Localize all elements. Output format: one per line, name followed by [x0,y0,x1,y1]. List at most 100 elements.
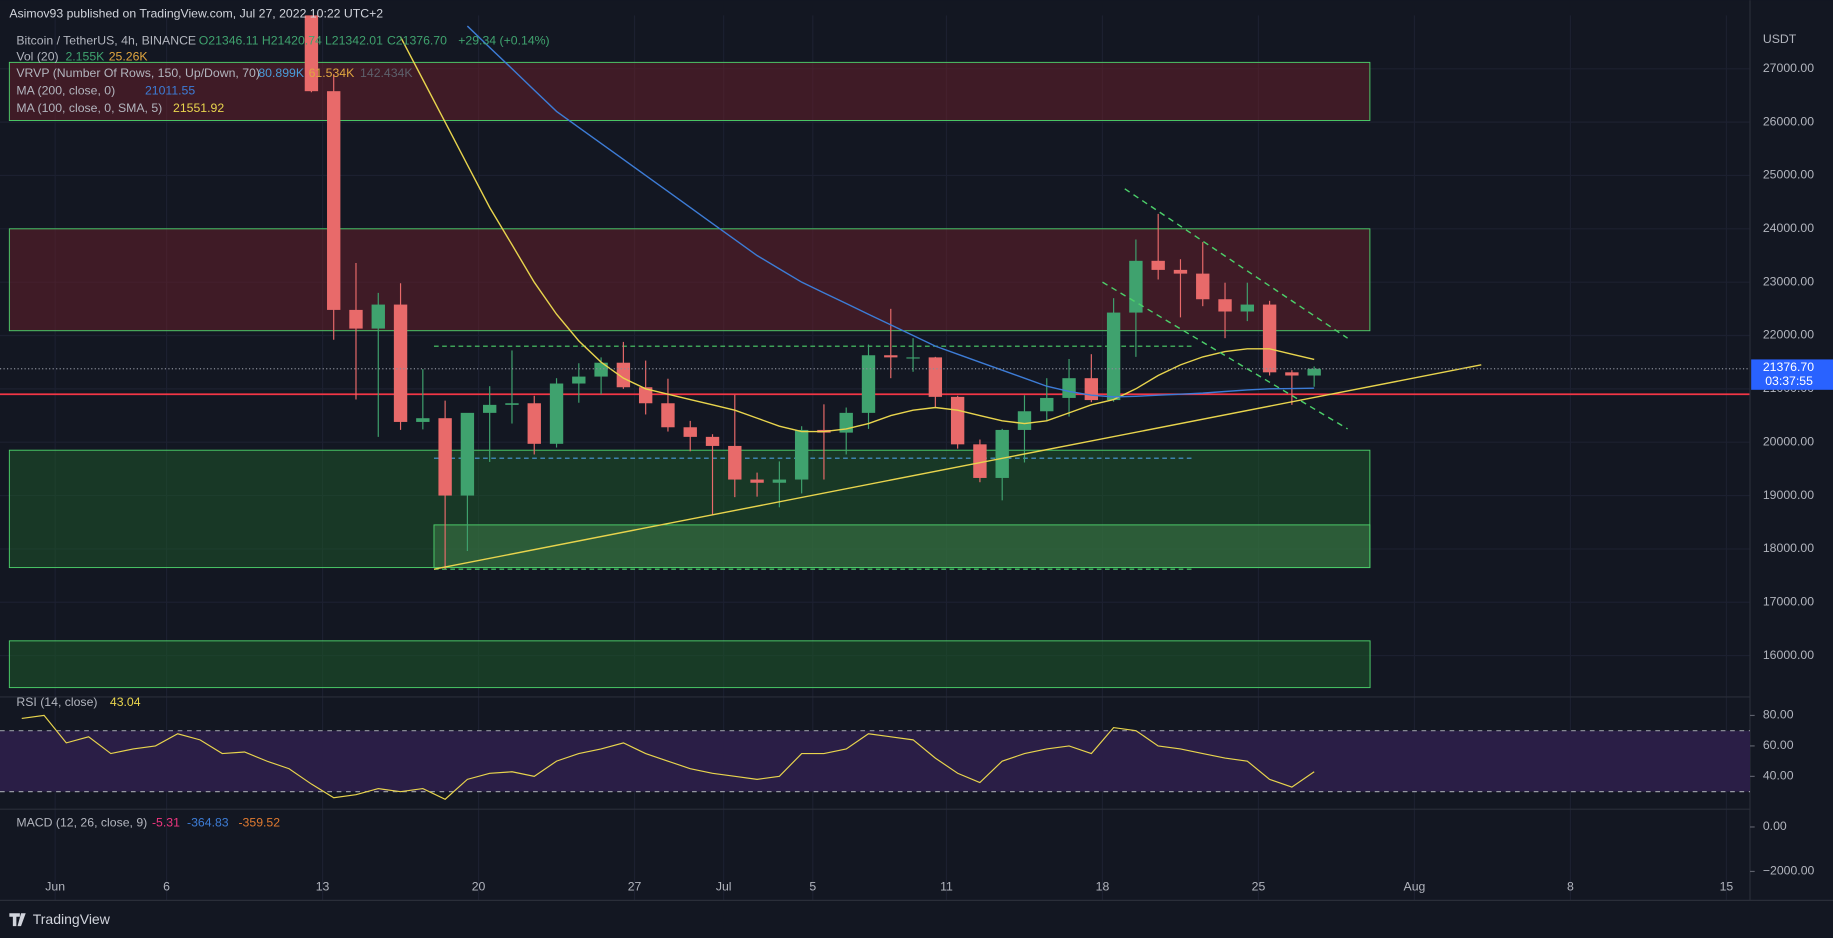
candle-body [1307,368,1321,376]
x-tick-label: 8 [1567,880,1574,894]
price-pane [0,15,1751,570]
legend-vol: Vol (20) [16,50,58,64]
rsi-tick-label: 80.00 [1763,708,1794,722]
candle-body [594,362,608,377]
candle-body [973,444,987,478]
candle-body [1240,304,1254,312]
candle-body [549,383,564,444]
candle-body [950,396,965,445]
legend-low: L21342.01 [325,33,383,47]
legend-vol-b: 25.26K [109,50,149,64]
y-tick-label: 27000.00 [1763,61,1814,75]
legend-change: +29.34 (+0.14%) [458,33,549,47]
macd-hist: -5.31 [152,815,180,829]
candle-body [1084,378,1099,401]
zone [8,228,1371,332]
y-tick-label: 18000.00 [1763,541,1814,555]
candle-body [572,376,586,384]
moving-average [399,36,1315,433]
candle-body [705,436,720,446]
candle-body [906,357,920,359]
legend: Bitcoin / TetherUS, 4h, BINANCE O21346.1… [16,33,549,829]
x-tick-label: 6 [163,880,170,894]
candle-body [1017,411,1032,430]
brand-logo [9,913,26,927]
candle-body [1151,260,1165,270]
legend-vol-a: 2.155K [65,50,105,64]
y-tick-label: 26000.00 [1763,114,1814,128]
candle-body [794,429,809,480]
last-price-countdown: 03:37:55 [1765,374,1813,388]
candle-body [1040,397,1054,412]
footer: TradingView [9,911,111,927]
trendline [1124,188,1348,339]
macd-line: -364.83 [187,815,229,829]
rsi-band [0,730,1751,792]
trendline [1102,281,1348,430]
candle-body [505,403,519,405]
candle-body [661,403,675,428]
x-tick-label: 20 [472,880,486,894]
candle-body [884,355,898,358]
price-unit: USDT [1763,32,1797,46]
candle-body [750,479,764,483]
rsi-last: 43.04 [110,695,141,709]
legend-vrvp-c: 142.434K [360,66,413,80]
x-tick-label: Jul [716,880,732,894]
macd-name: MACD (12, 26, close, 9) [16,815,147,829]
candle-body [371,304,385,329]
candle-body [928,357,943,397]
x-tick-label: Jun [45,880,65,894]
candle-body [1173,269,1188,274]
rsi-tick-label: 40.00 [1763,769,1794,783]
candle-body [1285,372,1299,376]
legend-ma200: MA (200, close, 0) [16,84,115,98]
macd-signal: -359.52 [238,815,280,829]
x-tick-label: 18 [1096,880,1110,894]
x-tick-label: 27 [628,880,642,894]
candle-body [393,304,408,422]
legend-high: H21420.74 [262,33,322,47]
candle-body [995,429,1009,478]
candle-body [1196,273,1210,300]
candle-body [416,418,430,422]
header-title: Asimov93 published on TradingView.com, J… [9,6,383,20]
x-tick-label: Aug [1404,880,1426,894]
candle-body [527,403,541,444]
axes: Jun 6 13 20 27 Jul 5 11 18 25 Aug 8 15 16000.00 17000.… [45,61,1833,894]
legend-close: C21376.70 [387,33,447,47]
x-tick-label: 5 [809,880,816,894]
candle-body [728,445,742,480]
candle-body [1262,304,1277,373]
y-tick-label: 22000.00 [1763,328,1814,342]
legend-vrvp-b: 61.534K [309,66,356,80]
y-tick-label: 25000.00 [1763,168,1814,182]
candle-body [638,387,653,404]
y-tick-label: 17000.00 [1763,594,1814,608]
x-tick-label: 25 [1252,880,1266,894]
y-tick-label: 20000.00 [1763,434,1814,448]
legend-ma200-value: 21011.55 [145,84,195,98]
candle-body [1106,312,1121,401]
legend-vrvp: VRVP (Number Of Rows, 150, Up/Down, 70) [16,66,260,80]
last-price-box [1751,359,1833,390]
rsi-pane [0,714,1751,800]
y-tick-label: 16000.00 [1763,648,1814,662]
rsi-tick-label: 60.00 [1763,738,1794,752]
macd-tick-label: −2000.00 [1763,864,1815,878]
candle-body [772,479,787,483]
last-price-label: 21376.70 [1763,360,1814,374]
legend-ma100-value: 21551.92 [173,101,224,115]
candle-body [438,418,452,496]
legend-open: O21346.11 [199,33,259,47]
x-tick-label: 15 [1720,880,1734,894]
y-tick-label: 24000.00 [1763,221,1814,235]
rsi-name: RSI (14, close) [16,695,97,709]
trendline [433,364,1482,570]
candle-body [460,412,475,496]
zone [8,61,1371,121]
candle-body [349,309,363,329]
brand-name: TradingView [33,911,111,927]
